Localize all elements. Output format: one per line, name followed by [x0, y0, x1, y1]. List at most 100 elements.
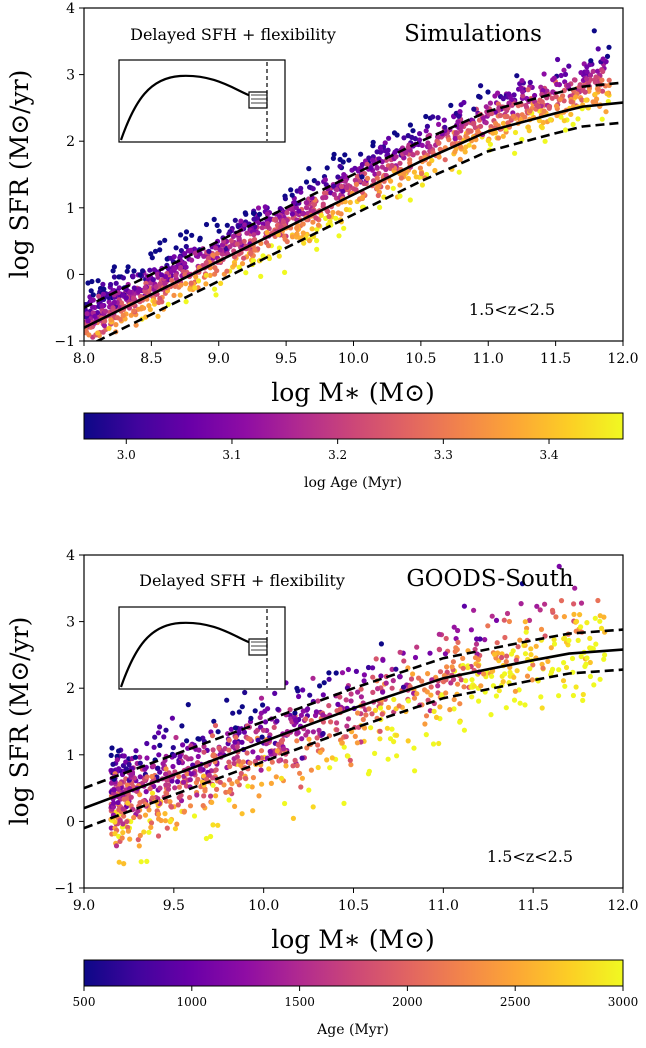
scatter-point [423, 713, 430, 719]
scatter-point [539, 705, 545, 711]
scatter-point [595, 46, 601, 52]
y-ticks: −1 0 1 2 3 4 [54, 548, 84, 897]
scatter-point [178, 232, 184, 238]
scatter-point [136, 286, 142, 292]
scatter-point [416, 675, 422, 681]
scatter-point [239, 811, 245, 817]
scatter-point [109, 745, 115, 751]
scatter-point [308, 767, 314, 773]
scatter-point [522, 651, 529, 657]
scatter-point [183, 264, 189, 270]
scatter-point [197, 237, 203, 243]
scatter-point [461, 99, 467, 106]
scatter-point [493, 693, 499, 699]
y-tick-label: 4 [66, 1, 75, 17]
scatter-point [428, 684, 434, 690]
scatter-point [518, 85, 524, 91]
scatter-point [126, 761, 132, 768]
scatter-point [192, 250, 198, 256]
scatter-point [333, 215, 339, 221]
scatter-point [595, 68, 601, 74]
scatter-point [355, 710, 361, 716]
scatter-point [121, 861, 127, 867]
scatter-point [290, 763, 296, 769]
scatter-point [314, 735, 320, 741]
scatter-point [157, 240, 163, 246]
scatter-point [348, 698, 354, 704]
scatter-point [494, 640, 500, 646]
scatter-point [441, 117, 447, 123]
scatter-point [374, 185, 380, 192]
scatter-point [238, 770, 244, 777]
scatter-point [570, 692, 577, 699]
scatter-point [583, 97, 589, 103]
scatter-point [163, 727, 169, 733]
scatter-point [180, 742, 186, 748]
scatter-point [478, 683, 484, 689]
scatter-point [489, 110, 495, 117]
scatter-point [403, 150, 409, 156]
scatter-point [234, 744, 240, 750]
scatter-point [255, 230, 261, 236]
scatter-point [331, 151, 337, 157]
scatter-point [298, 189, 304, 195]
scatter-point [156, 816, 162, 822]
scatter-point [592, 79, 598, 85]
scatter-point [321, 680, 327, 686]
scatter-point [315, 698, 321, 704]
scatter-point [370, 689, 376, 696]
scatter-point [183, 281, 189, 287]
scatter-point [569, 655, 576, 662]
scatter-point [106, 325, 112, 331]
scatter-point [566, 63, 572, 69]
scatter-point [208, 793, 214, 799]
scatter-point [181, 779, 187, 785]
scatter-point [436, 140, 442, 146]
scatter-point [144, 755, 150, 761]
scatter-point [475, 128, 481, 134]
scatter-point [156, 752, 162, 758]
scatter-point [561, 660, 567, 666]
scatter-point [314, 238, 320, 244]
scatter-point [155, 313, 161, 319]
scatter-point [568, 111, 574, 117]
colorbar-tick-label: 1500 [284, 995, 315, 1009]
y-tick-label: 2 [66, 681, 75, 697]
scatter-point [159, 272, 165, 278]
scatter-point [137, 832, 143, 839]
scatter-point [215, 822, 221, 828]
scatter-point [496, 688, 502, 694]
scatter-point [262, 708, 268, 714]
scatter-point [121, 753, 127, 759]
scatter-point [187, 803, 194, 809]
scatter-point [599, 77, 605, 83]
scatter-point [353, 181, 360, 187]
scatter-point [540, 119, 546, 126]
scatter-point [359, 194, 365, 201]
scatter-point [187, 777, 193, 783]
scatter-point [575, 116, 581, 122]
scatter-point [188, 771, 194, 777]
scatter-point [294, 685, 300, 691]
scatter-point [127, 836, 133, 842]
scatter-point [330, 155, 336, 161]
scatter-point [554, 81, 560, 87]
scatter-point [345, 666, 351, 673]
scatter-point [556, 563, 562, 570]
scatter-point [234, 779, 240, 785]
scatter-point [147, 267, 153, 273]
scatter-point [584, 76, 590, 82]
scatter-point [185, 702, 191, 708]
x-tick-label: 10.0 [248, 898, 279, 914]
scatter-point [121, 813, 127, 819]
scatter-point [347, 199, 353, 205]
scatter-point [493, 617, 500, 624]
x-axis-label: log M∗ (M⊙) [271, 378, 435, 407]
x-tick-label: 9.5 [275, 351, 297, 367]
scatter-point [533, 102, 540, 108]
scatter-point [398, 175, 404, 181]
scatter-point [603, 109, 609, 115]
scatter-point [289, 234, 296, 240]
scatter-point [545, 658, 551, 665]
